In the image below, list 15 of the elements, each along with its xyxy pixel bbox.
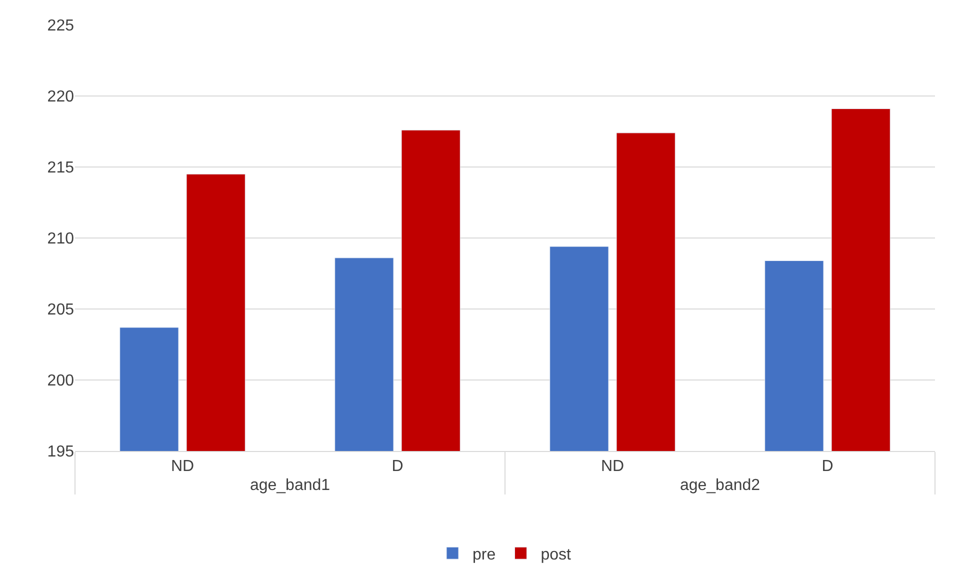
text: age_band2: [680, 477, 760, 494]
y-tick-label: 210: [47, 230, 74, 248]
y-tick-label: 225: [47, 18, 74, 35]
y-tick-label: 200: [47, 372, 74, 390]
x-tick-label: ND: [170, 458, 194, 476]
legend-label: pre: [472, 546, 496, 564]
legend-label: post: [540, 546, 572, 564]
y-tick-label: 215: [47, 160, 74, 177]
x-tick-label: D: [822, 458, 834, 476]
y-tick-label: 205: [47, 302, 74, 319]
text: age_band1: [250, 477, 330, 494]
x-tick-label: D: [392, 458, 404, 476]
x-tick-label: ND: [600, 458, 624, 476]
y-tick-label: 195: [47, 444, 74, 461]
y-tick-label: 220: [47, 88, 74, 106]
